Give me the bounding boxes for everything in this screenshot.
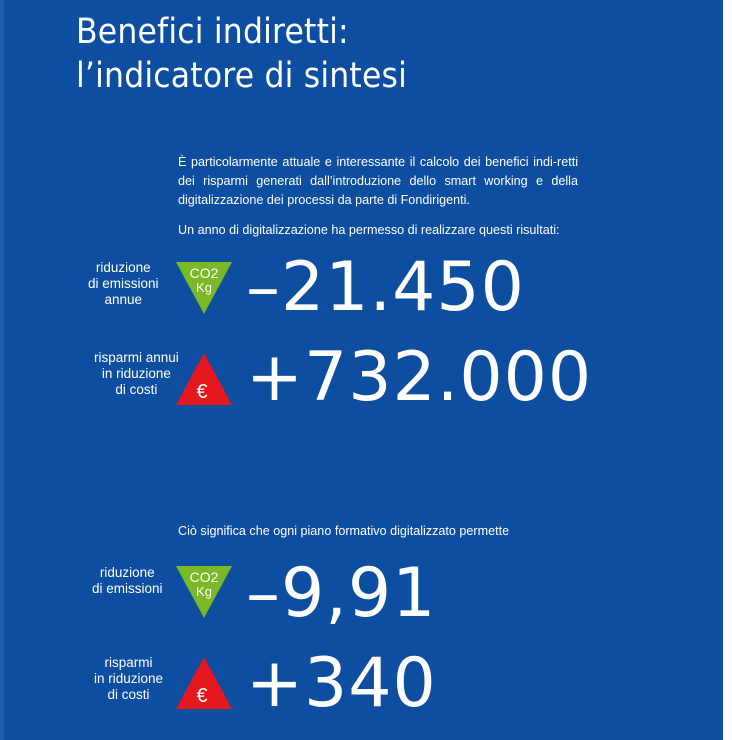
label-line: risparmi bbox=[104, 655, 153, 670]
label-line: riduzione bbox=[95, 260, 151, 275]
badge-bottom-text: Kg bbox=[196, 584, 212, 599]
badge-bottom-text: Kg bbox=[196, 280, 212, 295]
title-line-2: l’indicatore di sintesi bbox=[76, 56, 408, 96]
euro-up-triangle-icon: € bbox=[176, 657, 232, 709]
plan-savings-label: risparmi in riduzione di costi bbox=[94, 655, 163, 703]
badge-text: € bbox=[196, 685, 207, 707]
badge-top-text: CO2 bbox=[190, 569, 219, 585]
label-line: annue bbox=[104, 292, 143, 307]
label-line: in riduzione bbox=[101, 366, 171, 381]
left-edge-strip bbox=[0, 0, 4, 740]
co2-down-triangle-icon: CO2 Kg bbox=[176, 566, 232, 618]
per-plan-lead: Ciò significa che ogni piano formativo d… bbox=[178, 524, 510, 538]
label-line: di costi bbox=[115, 382, 158, 397]
intro-paragraph: È particolarmente attuale e interessante… bbox=[178, 155, 578, 207]
annual-savings-label: risparmi annui in riduzione di costi bbox=[94, 350, 179, 398]
title-line-1: Benefici indiretti: bbox=[76, 12, 349, 52]
label-line: in riduzione bbox=[94, 671, 164, 686]
label-line: di emissioni bbox=[92, 581, 163, 596]
page-title: Benefici indiretti: l’indicatore di sint… bbox=[76, 10, 407, 98]
label-line: di emissioni bbox=[88, 276, 159, 291]
label-line: risparmi annui bbox=[94, 350, 179, 365]
label-line: riduzione bbox=[99, 565, 155, 580]
badge-text: € bbox=[196, 381, 207, 403]
annual-emissions-value: –21.450 bbox=[246, 248, 525, 327]
annual-emissions-label: riduzione di emissioni annue bbox=[88, 260, 159, 308]
plan-emissions-label: riduzione di emissioni bbox=[92, 565, 163, 597]
intro-lead: Un anno di digitalizzazione ha permesso … bbox=[178, 223, 560, 237]
plan-emissions-value: –9,91 bbox=[246, 554, 437, 633]
co2-down-triangle-icon: CO2 Kg bbox=[176, 262, 232, 314]
plan-savings-value: +340 bbox=[246, 644, 437, 723]
label-line: di costi bbox=[107, 687, 150, 702]
euro-up-triangle-icon: € bbox=[176, 353, 232, 405]
annual-savings-value: +732.000 bbox=[246, 338, 593, 417]
right-edge-strip bbox=[723, 0, 732, 740]
badge-top-text: CO2 bbox=[190, 265, 219, 281]
